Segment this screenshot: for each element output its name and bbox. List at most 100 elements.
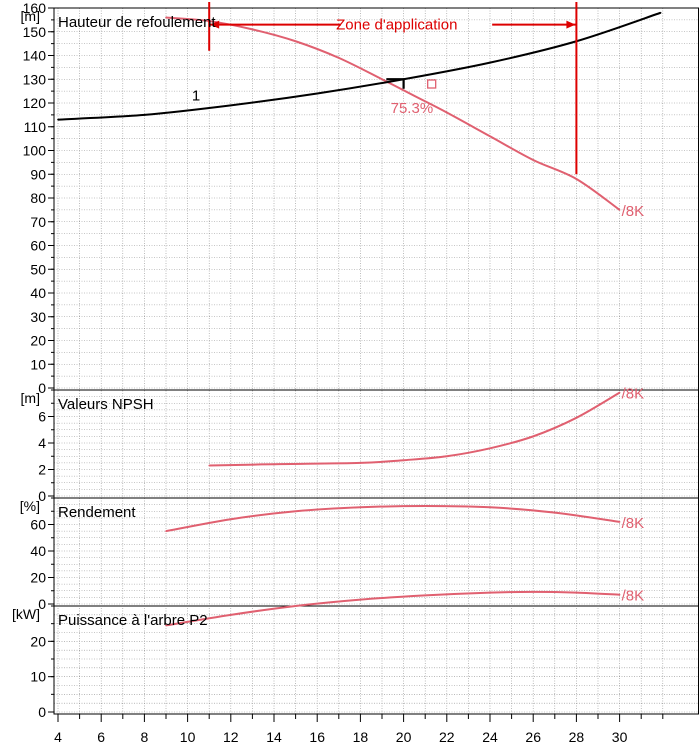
data-point (532, 159, 534, 161)
x-tick-label: 30 (612, 729, 628, 745)
y-axis-unit: [m] (21, 390, 40, 406)
data-point (360, 506, 362, 508)
panel-title: Hauteur de refoulement (58, 14, 216, 31)
y-axis-unit: [kW] (12, 606, 40, 622)
y-tick-label: 2 (38, 462, 46, 478)
operating-point-marker (428, 80, 436, 88)
series-label-8k: /8K (622, 515, 645, 532)
data-point (424, 505, 426, 507)
data-point (619, 521, 621, 523)
panel-frame (54, 8, 699, 390)
data-point (295, 510, 297, 512)
data-point (489, 592, 491, 594)
series-label-8k: /8K (622, 386, 645, 403)
data-point (619, 209, 621, 211)
data-point (424, 595, 426, 597)
y-tick-label: 100 (23, 143, 47, 159)
data-point (381, 78, 383, 80)
y-tick-label: 6 (38, 409, 46, 425)
data-point (360, 599, 362, 601)
y-tick-label: 30 (30, 309, 46, 325)
x-tick-label: 8 (141, 729, 149, 745)
data-point (208, 465, 210, 467)
data-point (489, 506, 491, 508)
data-point (295, 40, 297, 42)
data-point (57, 119, 59, 121)
series-label-8k: /8K (622, 588, 645, 605)
y-tick-label: 4 (38, 435, 46, 451)
pump-curve (166, 592, 620, 626)
data-point (554, 512, 556, 514)
data-point (619, 594, 621, 596)
data-point (230, 614, 232, 616)
zone-arrowhead-right (566, 21, 575, 29)
label-layer: 0102030405060708090100110120130140150160… (12, 0, 644, 745)
data-point (660, 12, 662, 14)
pump-curve (209, 393, 619, 466)
y-tick-label: 20 (30, 333, 46, 349)
series-label-1: 1 (192, 88, 200, 105)
series-label-8k: /8K (622, 203, 645, 220)
data-point (619, 392, 621, 394)
data-point (489, 135, 491, 137)
y-tick-label: 40 (30, 543, 46, 559)
y-tick-label: 60 (30, 238, 46, 254)
data-point (230, 105, 232, 107)
data-point (316, 93, 318, 95)
y-tick-label: 140 (23, 48, 47, 64)
panel-title: Rendement (58, 504, 136, 521)
application-zone-label: Zone d'application (336, 17, 457, 34)
y-tick-label: 20 (30, 633, 46, 649)
data-point (144, 114, 146, 116)
data-point (360, 462, 362, 464)
data-point (403, 459, 405, 461)
y-tick-label: 90 (30, 166, 46, 182)
y-tick-label: 0 (38, 704, 46, 720)
x-tick-label: 10 (180, 729, 196, 745)
y-tick-label: 20 (30, 570, 46, 586)
data-point (532, 436, 534, 438)
data-point (532, 591, 534, 593)
panel-frame (54, 498, 699, 606)
y-tick-label: 80 (30, 190, 46, 206)
data-point (446, 455, 448, 457)
data-point (273, 463, 275, 465)
data-point (295, 605, 297, 607)
data-point (489, 448, 491, 450)
y-tick-label: 120 (23, 95, 47, 111)
x-tick-label: 18 (353, 729, 369, 745)
data-point (576, 592, 578, 594)
data-point (576, 178, 578, 180)
panel-title: Puissance à l'arbre P2 (58, 612, 208, 629)
y-tick-label: 10 (30, 356, 46, 372)
x-tick-label: 22 (439, 729, 455, 745)
x-tick-label: 4 (54, 729, 62, 745)
y-tick-label: 110 (24, 119, 47, 135)
x-tick-label: 28 (569, 729, 585, 745)
x-tick-label: 6 (97, 729, 105, 745)
series-layer (57, 12, 661, 626)
data-point (446, 112, 448, 114)
data-point (489, 62, 491, 64)
y-tick-label: 150 (23, 24, 47, 40)
y-tick-label: 40 (30, 285, 46, 301)
data-point (252, 29, 254, 31)
data-point (165, 530, 167, 532)
y-tick-label: 60 (30, 517, 46, 533)
y-tick-label: 130 (23, 71, 47, 87)
x-tick-label: 20 (396, 729, 412, 745)
y-tick-label: 50 (30, 261, 46, 277)
x-tick-label: 12 (223, 729, 239, 745)
data-point (230, 518, 232, 520)
panel-title: Valeurs NPSH (58, 396, 154, 413)
efficiency-label: 75.3% (391, 100, 434, 117)
pump-curve (166, 506, 620, 531)
y-tick-label: 70 (30, 214, 46, 230)
x-tick-label: 14 (266, 729, 282, 745)
x-tick-label: 24 (482, 729, 498, 745)
y-tick-label: 10 (30, 669, 46, 685)
data-point (338, 57, 340, 59)
x-tick-label: 26 (525, 729, 541, 745)
data-point (414, 95, 416, 97)
